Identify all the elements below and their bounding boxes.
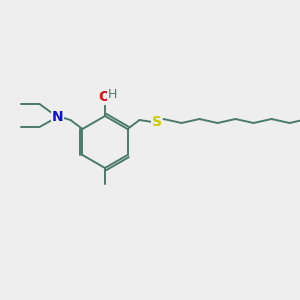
Text: O: O [98,90,110,104]
Text: H: H [107,88,117,101]
Text: N: N [52,110,63,124]
Text: S: S [152,115,161,129]
